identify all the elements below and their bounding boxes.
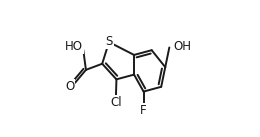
Text: HO: HO <box>65 40 83 53</box>
Text: OH: OH <box>173 40 191 53</box>
Text: O: O <box>65 80 74 93</box>
Text: S: S <box>105 35 113 48</box>
Text: F: F <box>140 104 147 117</box>
Text: Cl: Cl <box>110 95 122 109</box>
